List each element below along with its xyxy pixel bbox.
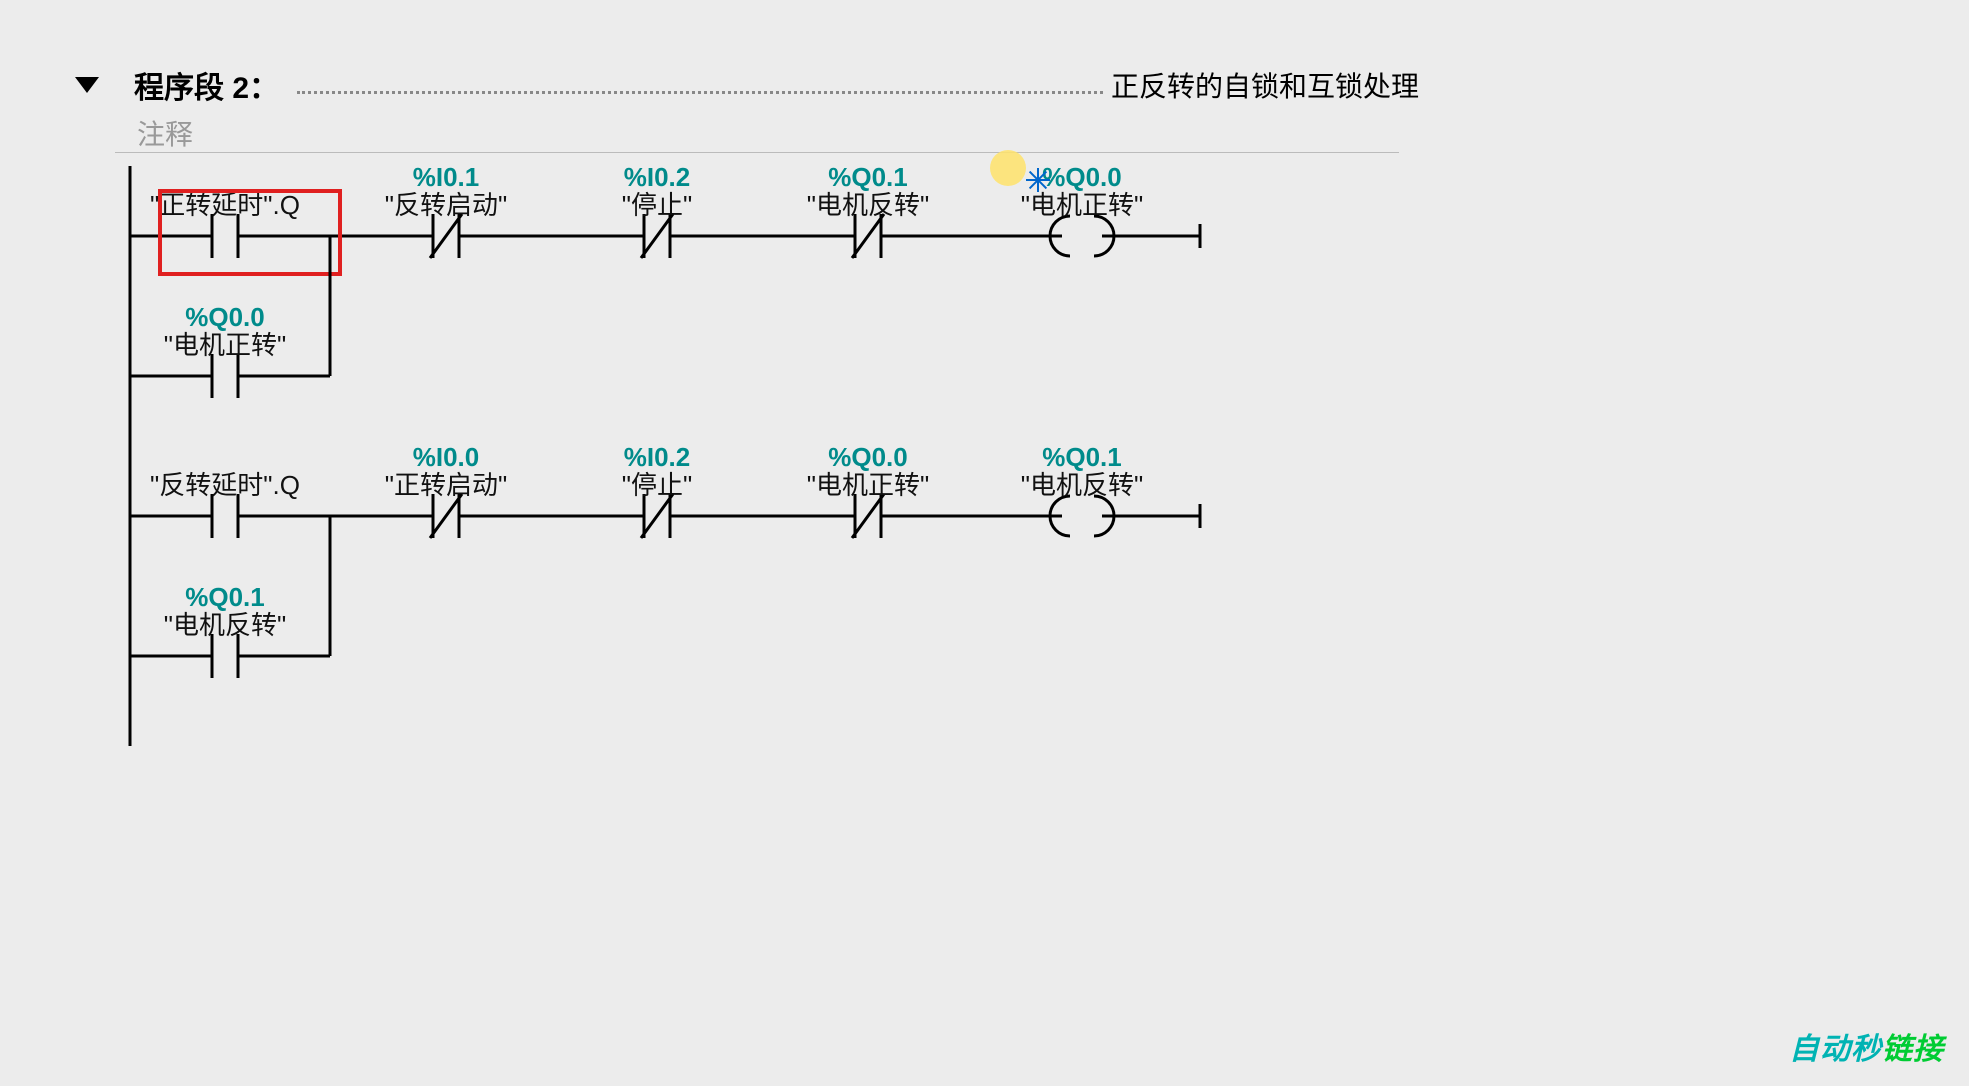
svg-text:"电机反转": "电机反转" — [164, 610, 286, 640]
svg-text:%Q0.1: %Q0.1 — [185, 582, 265, 612]
svg-text:%Q0.0: %Q0.0 — [1042, 162, 1122, 192]
svg-text:"反转启动": "反转启动" — [385, 190, 507, 220]
watermark: 自动秒链接 — [1789, 1024, 1944, 1068]
svg-text:"电机正转": "电机正转" — [1021, 190, 1143, 220]
svg-text:"停止": "停止" — [622, 470, 692, 500]
svg-text:%Q0.1: %Q0.1 — [1042, 442, 1122, 472]
svg-text:%I0.1: %I0.1 — [413, 162, 480, 192]
svg-text:"反转延时".Q: "反转延时".Q — [150, 470, 300, 500]
svg-text:"电机反转": "电机反转" — [807, 190, 929, 220]
svg-text:%Q0.0: %Q0.0 — [828, 442, 908, 472]
svg-text:"电机正转": "电机正转" — [164, 330, 286, 360]
watermark-part1: 自动秒 — [1789, 1033, 1882, 1066]
svg-text:"正转启动": "正转启动" — [385, 470, 507, 500]
svg-text:%I0.2: %I0.2 — [624, 162, 691, 192]
watermark-part2: 链接 — [1882, 1033, 1944, 1066]
svg-text:%Q0.1: %Q0.1 — [828, 162, 908, 192]
svg-text:%I0.2: %I0.2 — [624, 442, 691, 472]
svg-text:"电机正转": "电机正转" — [807, 470, 929, 500]
svg-text:%Q0.0: %Q0.0 — [185, 302, 265, 332]
svg-text:"停止": "停止" — [622, 190, 692, 220]
svg-text:"正转延时".Q: "正转延时".Q — [150, 190, 300, 220]
svg-text:%I0.0: %I0.0 — [413, 442, 480, 472]
svg-text:"电机反转": "电机反转" — [1021, 470, 1143, 500]
ladder-diagram: "正转延时".Q%I0.1"反转启动"%I0.2"停止"%Q0.1"电机反转"%… — [0, 0, 1969, 1086]
